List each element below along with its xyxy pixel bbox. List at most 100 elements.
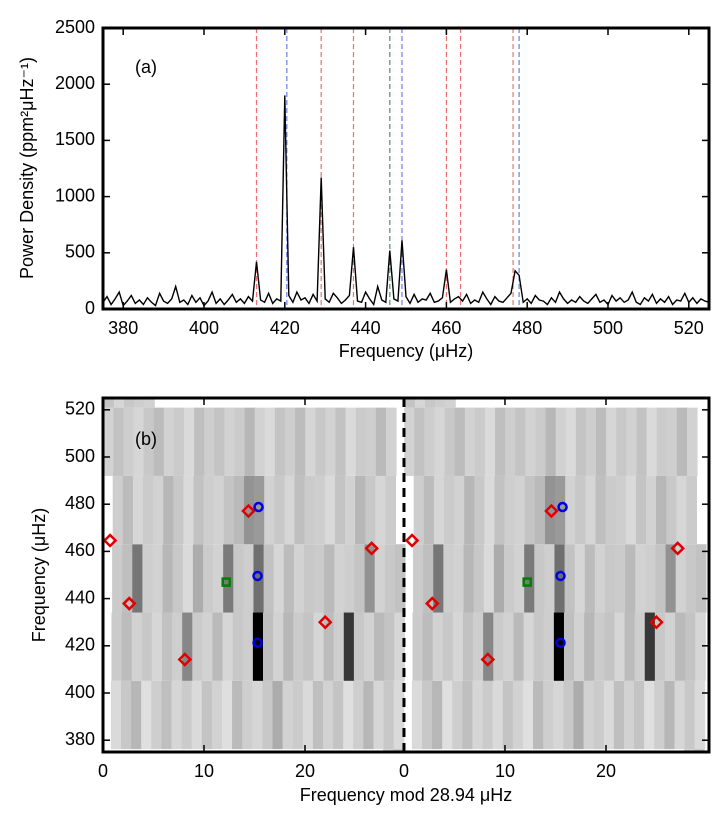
echelle-cell (394, 544, 406, 613)
echelle-cell (173, 475, 184, 545)
echelle-cell (133, 407, 145, 476)
echelle-cell (274, 407, 286, 476)
echelle-cell (213, 544, 224, 613)
echelle-cell (122, 544, 133, 613)
echelle-cell (644, 680, 655, 750)
echelle-cell (544, 475, 556, 545)
echelle-cell (153, 475, 164, 545)
panel-label: (a) (135, 57, 157, 77)
echelle-cell (182, 544, 194, 613)
echelle-cell (412, 612, 424, 681)
x-tick-label: 380 (108, 318, 138, 338)
echelle-cell (573, 680, 585, 750)
echelle-cell (191, 680, 203, 750)
echelle-cell (284, 475, 295, 545)
x-tick-label: 20 (295, 761, 315, 781)
echelle-cell (605, 475, 617, 545)
x-tick-label: 10 (194, 761, 214, 781)
echelle-cell (666, 407, 678, 476)
echelle-cell (325, 407, 337, 476)
echelle-cell (113, 398, 125, 408)
circle-marker (555, 570, 566, 582)
diamond-marker (424, 596, 440, 611)
echelle-cell (373, 680, 385, 750)
echelle-cell (334, 544, 345, 613)
echelle-cell (112, 544, 123, 613)
echelle-cell (294, 475, 306, 545)
echelle-cell (262, 680, 273, 750)
echelle-cell (664, 680, 675, 750)
echelle-cell (394, 612, 405, 681)
echelle-cell (563, 680, 574, 750)
echelle-cell (313, 612, 325, 681)
echelle-cell (112, 475, 124, 545)
echelle-cell (323, 612, 335, 681)
echelle-cell (624, 612, 636, 681)
echelle-cell (414, 407, 425, 476)
echelle-cell (302, 680, 314, 750)
echelle-cell (171, 680, 183, 750)
echelle-cell (374, 544, 386, 613)
echelle-cell (121, 612, 133, 681)
echelle-cell (645, 544, 656, 613)
echelle-cell (163, 475, 174, 545)
echelle-cell (423, 544, 434, 613)
echelle-cell (324, 475, 336, 545)
spectrum-line (102, 95, 710, 308)
echelle-cell (234, 407, 246, 476)
echelle-cell (131, 612, 143, 681)
square-marker (522, 577, 532, 587)
y-tick-label: 2000 (55, 73, 95, 93)
diamond-marker (480, 652, 496, 667)
echelle-cell (694, 680, 706, 750)
echelle-cell (124, 398, 135, 408)
echelle-cell (654, 680, 665, 750)
echelle-cell (212, 612, 224, 681)
echelle-background (103, 398, 707, 752)
diamond-marker (364, 541, 379, 556)
echelle-cell (314, 544, 325, 613)
echelle-cell (484, 407, 496, 476)
y-tick-label: 420 (65, 635, 95, 655)
echelle-cell (656, 475, 667, 545)
echelle-cell (584, 544, 596, 613)
echelle-cell (345, 407, 357, 476)
echelle-cell (202, 544, 214, 613)
echelle-cell (243, 544, 254, 613)
echelle-cell (204, 407, 215, 476)
echelle-cell (575, 475, 586, 545)
echelle-cell (192, 544, 204, 613)
diamond-marker (404, 533, 420, 548)
echelle-cell (606, 407, 617, 476)
y-tick-label: 460 (65, 540, 95, 560)
echelle-cell (384, 612, 395, 681)
echelle-cell (676, 407, 688, 476)
square-marker (221, 577, 231, 587)
echelle-cell (462, 612, 474, 681)
y-axis-label: Power Density (ppm²μHz⁻¹) (17, 57, 37, 279)
x-axis-label: Frequency (μHz) (339, 341, 473, 361)
echelle-cell (324, 544, 335, 613)
echelle-cell (365, 407, 377, 476)
echelle-cell (424, 407, 435, 476)
echelle-cell (151, 680, 162, 750)
echelle-cell (563, 612, 575, 681)
echelle-cell (492, 680, 504, 750)
echelle-cell (442, 680, 453, 750)
circle-marker (555, 637, 566, 648)
echelle-cell (273, 544, 285, 613)
echelle-cell (254, 407, 266, 476)
echelle-cell (103, 398, 115, 408)
echelle-cell (503, 544, 515, 613)
echelle-cell (172, 544, 184, 613)
echelle-cell (344, 544, 355, 613)
echelle-cell (543, 680, 554, 750)
echelle-cell (646, 407, 658, 476)
echelle-cell (543, 612, 555, 681)
echelle-cell (292, 680, 304, 750)
echelle-cell (513, 612, 525, 681)
diamond-marker (649, 614, 664, 630)
echelle-cell (686, 475, 697, 545)
echelle-cell (161, 680, 172, 750)
echelle-cell (645, 475, 657, 545)
